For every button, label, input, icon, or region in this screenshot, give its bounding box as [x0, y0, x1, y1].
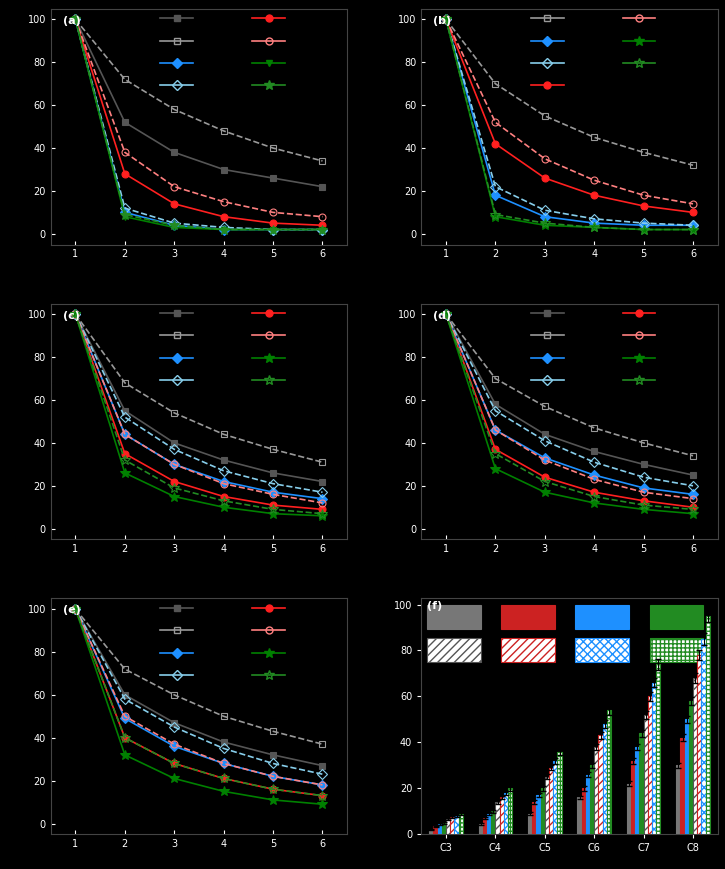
FancyBboxPatch shape [576, 606, 629, 629]
Bar [544, 777, 549, 834]
Bar [656, 664, 660, 834]
Bar [635, 747, 639, 834]
Bar [652, 683, 656, 834]
Bar [602, 724, 607, 834]
Bar [500, 798, 504, 834]
Bar [478, 824, 483, 834]
Bar [558, 752, 562, 834]
Bar [459, 813, 463, 834]
FancyBboxPatch shape [427, 606, 481, 629]
FancyBboxPatch shape [576, 639, 629, 662]
Bar [442, 823, 446, 834]
Text: (d): (d) [433, 310, 451, 321]
Bar [508, 788, 513, 834]
Bar [697, 655, 702, 834]
Bar [644, 715, 648, 834]
Bar [487, 813, 492, 834]
Bar [598, 735, 602, 834]
Bar [639, 733, 644, 834]
Bar [541, 788, 544, 834]
Bar [705, 616, 710, 834]
Text: (a): (a) [62, 16, 80, 26]
FancyBboxPatch shape [650, 606, 703, 629]
Text: (f): (f) [427, 600, 442, 611]
Bar [504, 793, 508, 834]
Bar [438, 824, 442, 834]
Bar [553, 760, 558, 834]
Text: (c): (c) [62, 310, 80, 321]
Text: (e): (e) [62, 606, 80, 615]
Bar [492, 812, 495, 834]
Bar [455, 816, 459, 834]
Bar [607, 710, 611, 834]
Bar [586, 774, 590, 834]
Bar [532, 802, 536, 834]
FancyBboxPatch shape [650, 639, 703, 662]
Bar [627, 784, 631, 834]
Bar [434, 826, 438, 834]
FancyBboxPatch shape [502, 606, 555, 629]
Text: (b): (b) [433, 16, 451, 26]
Bar [631, 760, 635, 834]
Bar [450, 817, 455, 834]
Bar [577, 798, 581, 834]
Bar [495, 802, 500, 834]
Bar [702, 639, 705, 834]
Bar [594, 747, 598, 834]
Bar [684, 720, 689, 834]
Bar [581, 788, 586, 834]
Bar [429, 830, 434, 834]
Bar [549, 767, 553, 834]
Bar [483, 818, 487, 834]
Bar [648, 696, 652, 834]
FancyBboxPatch shape [502, 639, 555, 662]
Bar [446, 819, 450, 834]
Bar [693, 678, 697, 834]
Bar [536, 795, 541, 834]
Bar [590, 766, 594, 834]
Bar [676, 766, 681, 834]
Bar [681, 738, 684, 834]
Bar [689, 701, 693, 834]
Bar [528, 813, 532, 834]
FancyBboxPatch shape [427, 639, 481, 662]
